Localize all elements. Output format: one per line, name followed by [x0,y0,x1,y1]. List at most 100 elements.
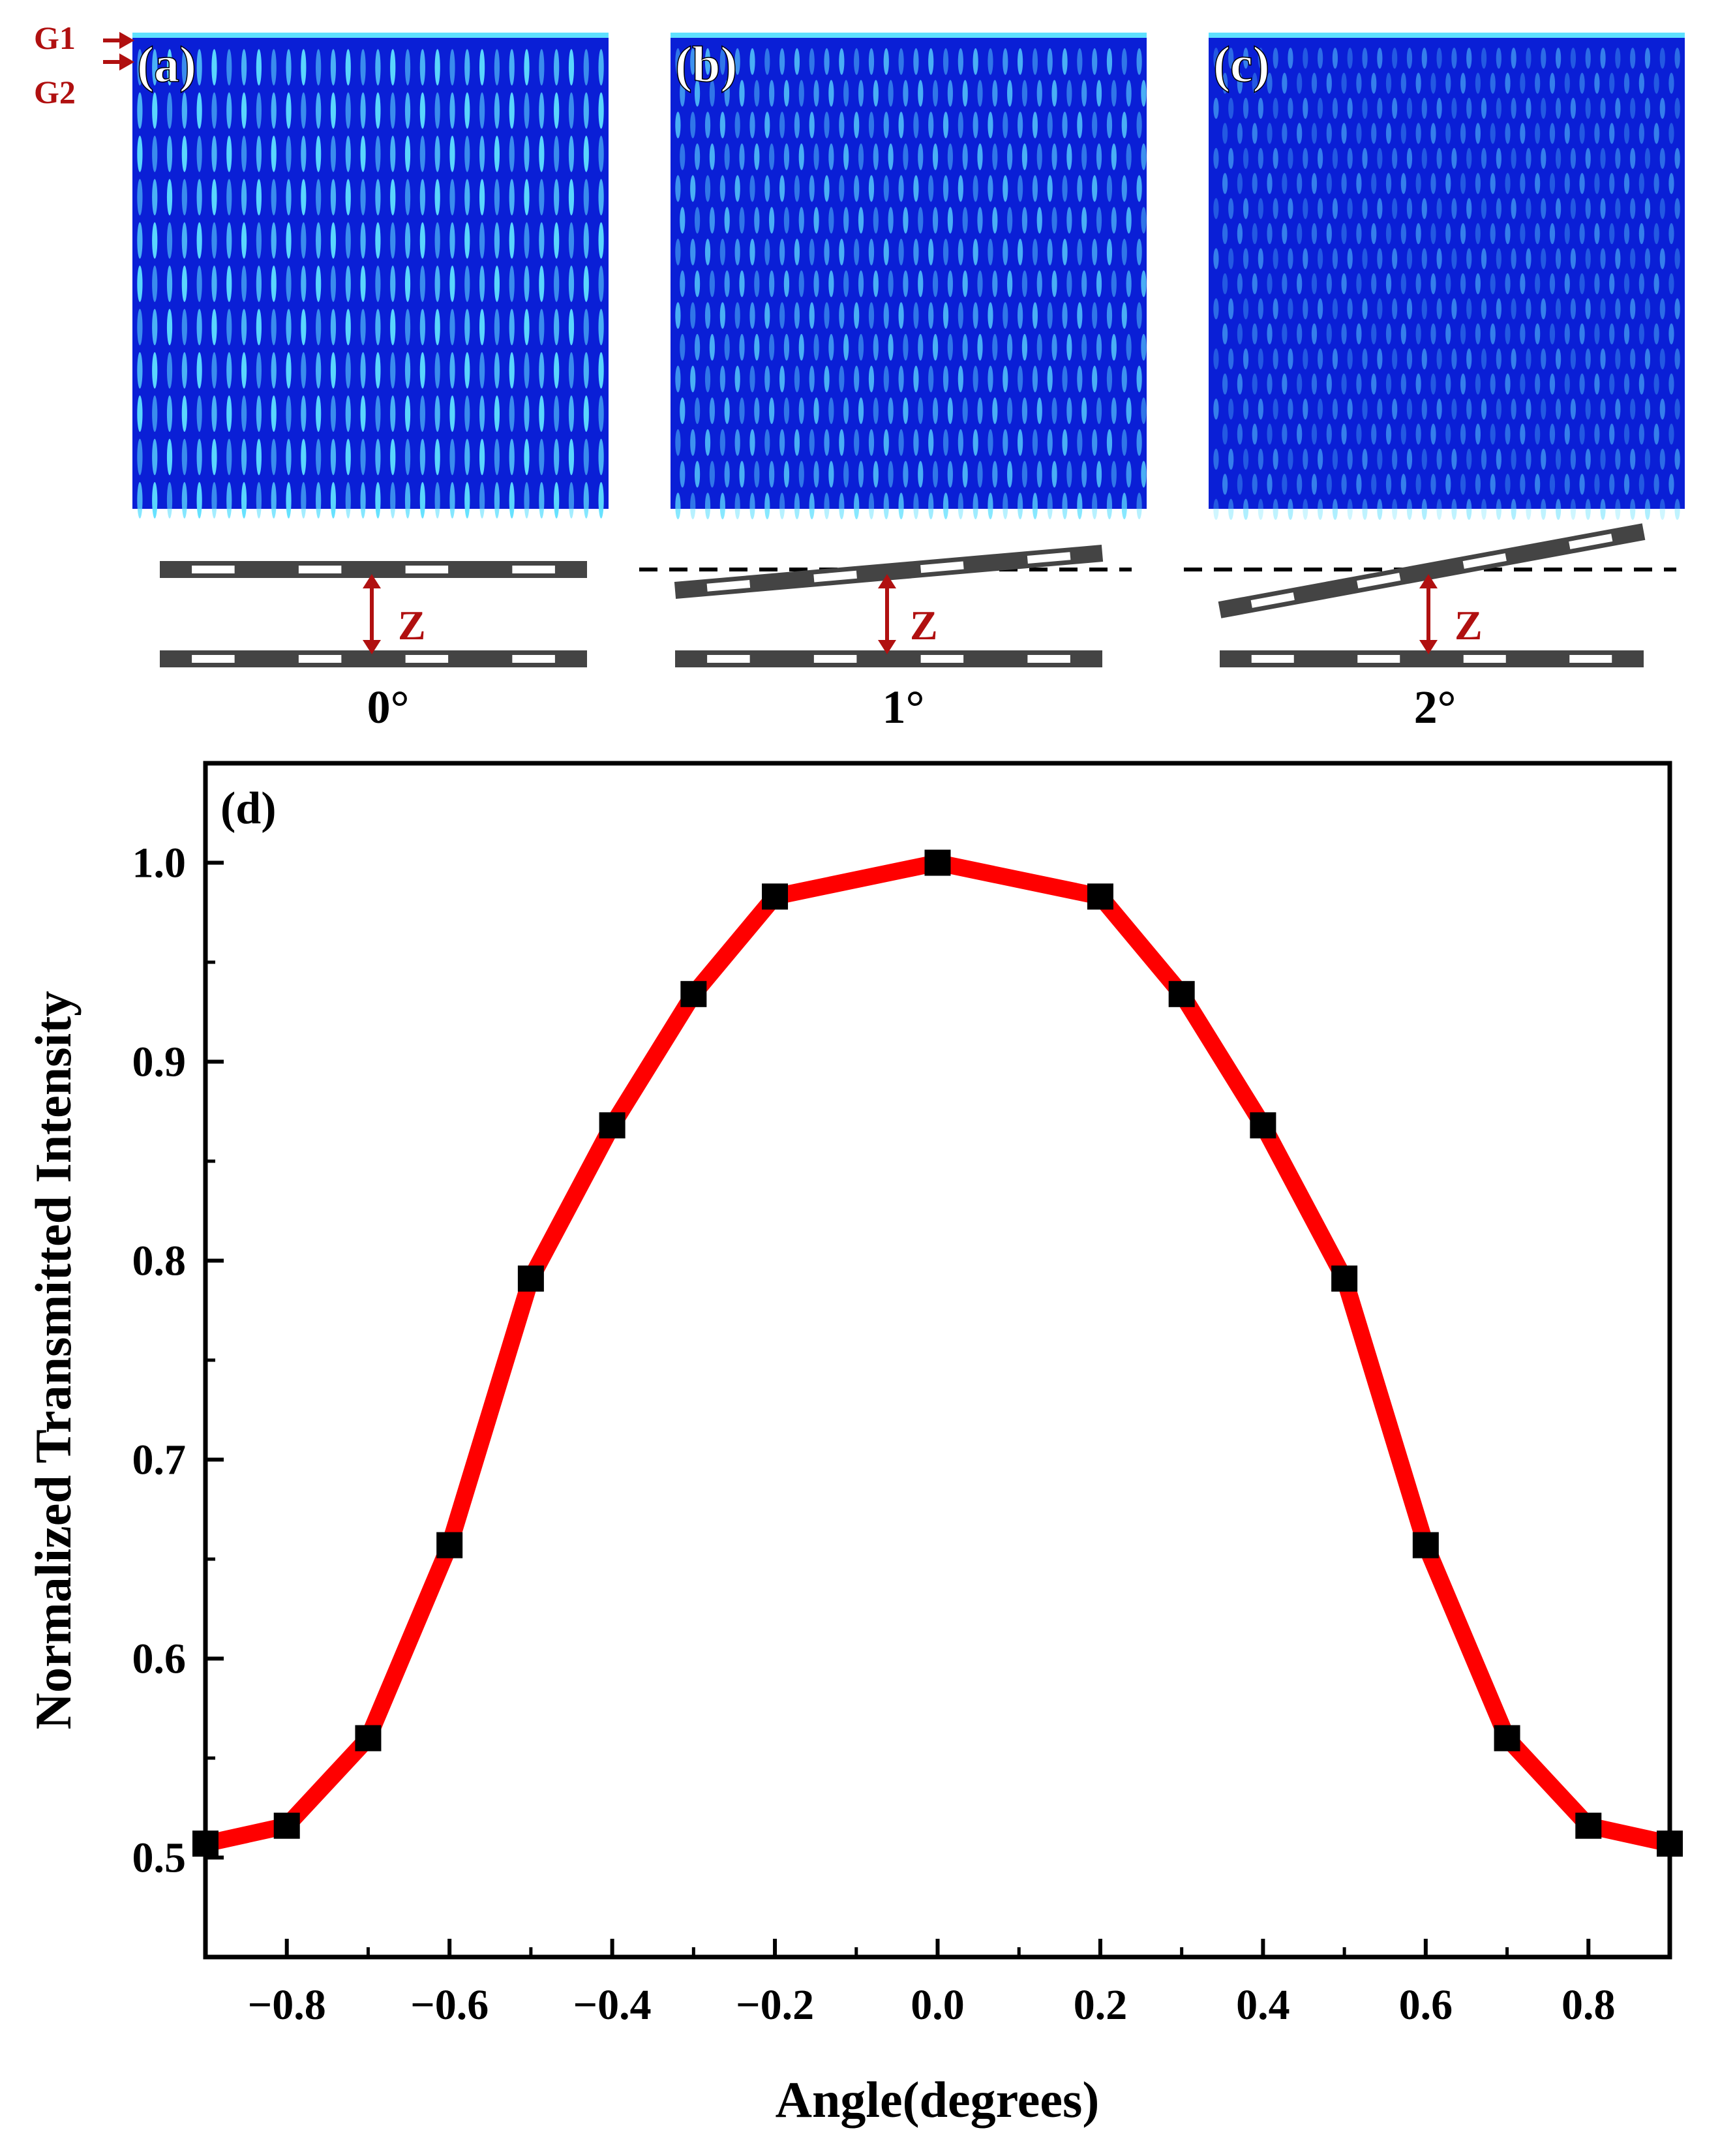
fringe-spot [539,49,545,86]
fringe-spot [1252,423,1258,445]
fringe-spot [1213,97,1219,119]
fringe-spot [898,302,904,329]
fringe-spot [1630,498,1636,520]
fringe-spot [739,207,745,234]
fringe-spot [1475,373,1481,395]
fringe-spot [1445,273,1451,295]
fringe-spot [137,352,143,389]
fringe-spot [1555,498,1561,520]
fringe-spot [1332,48,1338,69]
fringe-spot [1243,147,1249,170]
fringe-spot [211,136,217,172]
fringe-spot [779,112,785,139]
fringe-spot [211,222,217,259]
fringe-spot [898,365,904,393]
fringe-spot [1273,398,1278,420]
fringe-spot [1371,173,1377,194]
axis-tick-labels: −0.8 −0.6 −0.4 −0.2 0.0 0.2 0.4 0.6 0.80.50.60.7… [132,840,1616,2029]
fringe-spot [1007,207,1013,234]
fringe-spot [211,395,217,432]
fringe-spot [419,136,425,172]
fringe-spot [1062,175,1068,202]
fringe-spot [898,112,904,139]
fringe-spot [390,438,396,476]
fringe-spot [479,395,485,432]
grating-schematics [160,523,1676,667]
fringe-spot [1436,498,1442,520]
fringe-spot [1436,97,1442,119]
fringe-spot [1222,72,1228,94]
fringe-spot [301,438,307,476]
fringe-spot [1356,373,1362,395]
fringe-spot [1630,48,1636,69]
fringe-spot [988,112,993,139]
angle-label-0: 0° [367,681,410,733]
fringe-spot [166,395,173,432]
fringe-spot [1317,248,1323,269]
fringe-spot [1243,348,1249,370]
fringe-spot [1653,72,1659,94]
fringe-spot [1659,348,1665,370]
fringe-spot [1282,474,1288,495]
fringe-spot [375,481,381,519]
grating-bar [1220,650,1644,667]
fringe-spot [1258,48,1263,69]
fringe-spot [1520,72,1526,94]
fringe-spot [1297,72,1303,94]
fringe-spot [1066,270,1072,297]
fringe-spot [1406,248,1413,269]
fringe-spot [932,143,939,170]
fringe-spot [330,309,337,346]
panel-label-c: (c) [1213,36,1270,93]
fringe-spot [1520,223,1526,245]
fringe-spot [1377,348,1383,370]
fringe-spot [152,222,158,259]
fringe-spot [316,352,322,389]
fringe-spot [1267,273,1273,295]
fringe-spot [1003,493,1008,520]
fringe-spot [1021,143,1028,170]
fringe-spot [947,143,953,170]
fringe-spot [1311,474,1318,495]
fringe-spot [152,352,158,389]
fringe-spot [883,175,889,202]
fringe-spot [1332,147,1338,170]
fringe-spot [1415,373,1421,395]
fringe-spot [419,92,425,129]
fringe-spot [992,270,998,297]
fringe-spot [873,80,879,107]
fringe-spot [1288,448,1293,470]
fringe-spot [1638,373,1644,395]
fringe-spot [1081,270,1087,297]
fringe-spot [1541,248,1546,269]
data-point [1168,980,1195,1007]
fringe-spot [694,207,701,234]
fringe-spot [286,266,292,302]
fringe-spot [1356,223,1362,245]
fringe-spot [764,238,770,266]
fringe-spot [1092,302,1098,329]
fringe-spot [449,179,455,216]
fringe-spot [1475,273,1481,295]
fringe-spot [1466,498,1472,520]
fringe-spot [568,438,575,476]
fringe-spot [1541,348,1546,370]
fringe-spot [1392,448,1398,470]
fringe-spot [479,309,485,346]
fringe-spot [739,461,745,488]
fringe-spot [1341,173,1347,194]
fringe-spot [734,302,740,329]
fringe-spot [1017,429,1023,456]
fringe-spot [992,207,998,234]
fringe-spot [739,397,745,425]
fringe-spot [1564,223,1570,245]
fringe-spot [724,207,730,234]
data-point [680,980,707,1007]
grating-bar [675,650,1102,667]
fringe-spot [1062,112,1068,139]
fringe-spot [598,438,604,476]
fringe-spot [449,395,455,432]
fringe-spot [1570,448,1577,470]
fringe-spot [316,266,322,302]
schematic-c [1184,523,1676,667]
